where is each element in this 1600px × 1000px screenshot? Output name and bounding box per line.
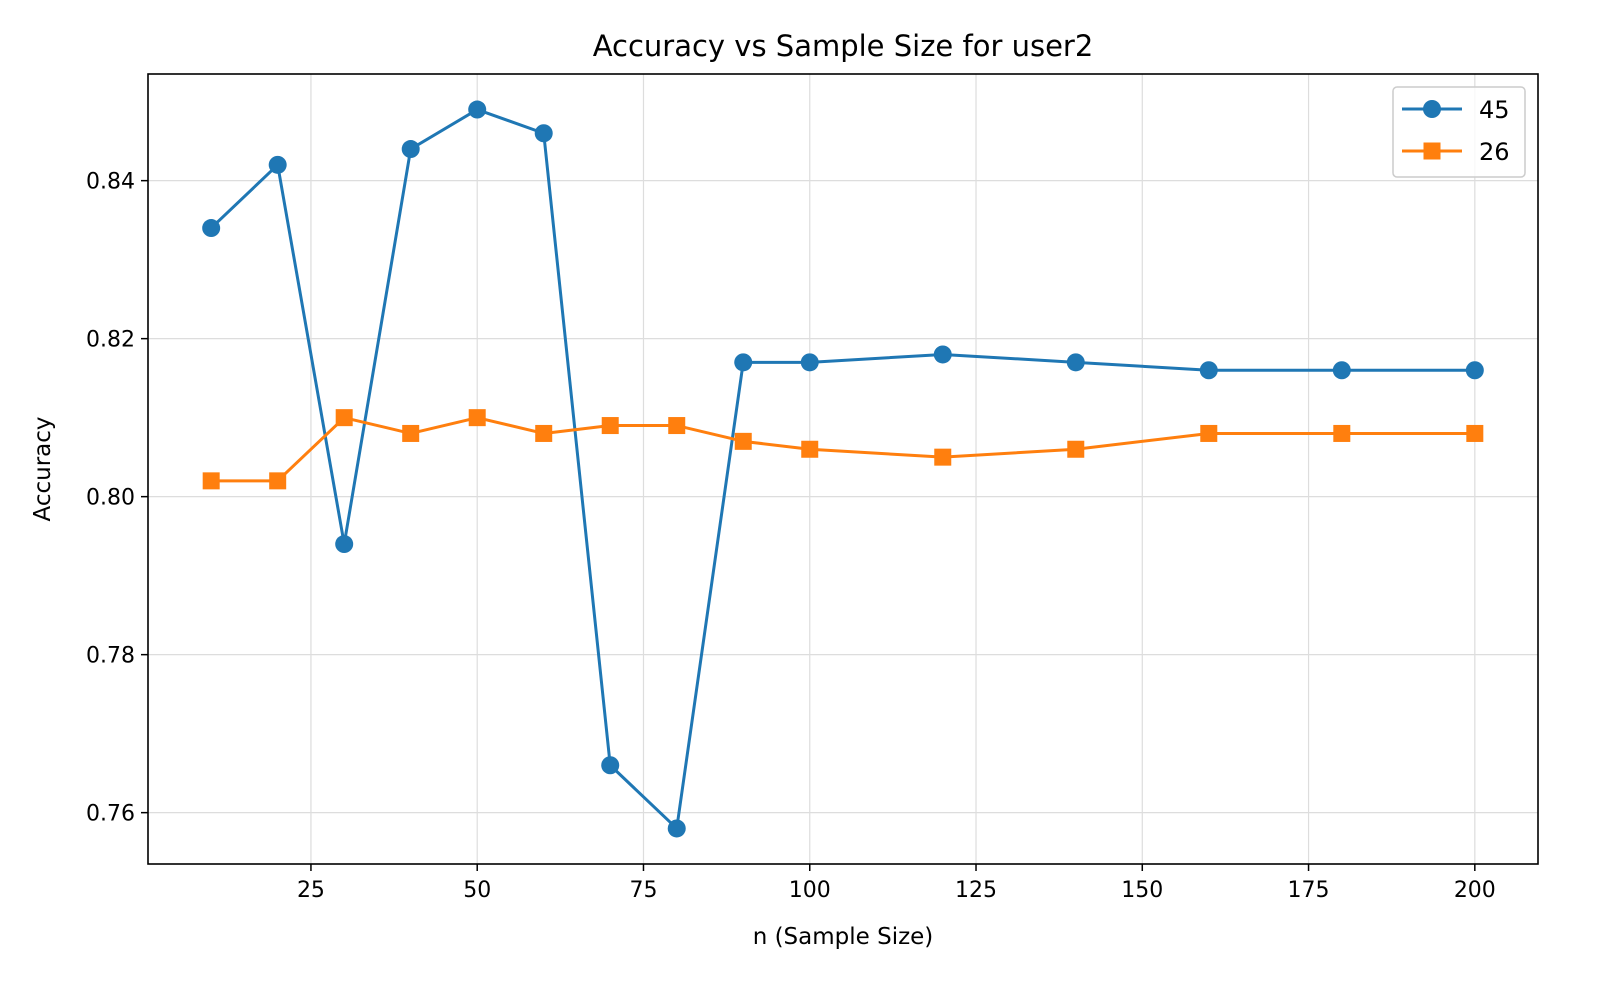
data-point (1067, 440, 1085, 458)
data-point (934, 448, 952, 466)
data-point (800, 353, 819, 372)
data-point (1333, 424, 1351, 442)
data-point (933, 345, 952, 364)
legend: 45 26 (1392, 86, 1526, 178)
data-point (335, 535, 354, 554)
data-point (535, 424, 553, 442)
data-point (734, 353, 753, 372)
data-point (601, 417, 619, 435)
data-point (667, 819, 686, 838)
data-point (1465, 361, 1484, 380)
data-point (202, 472, 220, 490)
x-tick-label: 200 (1454, 878, 1496, 903)
data-point (734, 432, 752, 450)
x-axis-ticks: 25 50 75 100 125 150 175 200 (297, 864, 1496, 903)
data-point (1466, 424, 1484, 442)
x-tick-label: 125 (955, 878, 997, 903)
x-tick-label: 150 (1121, 878, 1163, 903)
y-axis-ticks: 0.76 0.78 0.80 0.82 0.84 (86, 170, 148, 827)
series-26 (202, 409, 1484, 490)
data-point (1332, 361, 1351, 380)
x-tick-label: 75 (629, 878, 657, 903)
legend-item: 26 (1402, 138, 1510, 166)
data-point (468, 409, 486, 427)
y-tick-label: 0.82 (86, 328, 135, 353)
y-tick-label: 0.76 (86, 802, 135, 827)
data-point (401, 140, 420, 159)
x-tick-label: 100 (789, 878, 831, 903)
data-point (1200, 424, 1218, 442)
data-point (1066, 353, 1085, 372)
legend-marker (1423, 100, 1441, 118)
data-point (269, 472, 287, 490)
data-point (801, 440, 819, 458)
legend-item: 45 (1402, 96, 1510, 124)
x-tick-label: 50 (463, 878, 491, 903)
data-point (668, 417, 686, 435)
data-point (268, 155, 287, 174)
data-point (534, 124, 553, 143)
legend-label: 45 (1479, 96, 1510, 124)
y-tick-label: 0.80 (86, 486, 135, 511)
data-point (601, 756, 620, 775)
y-axis-label: Accuracy (30, 416, 56, 521)
plot-area-frame (147, 73, 1539, 865)
data-point (402, 424, 420, 442)
x-axis-label: n (Sample Size) (753, 924, 934, 950)
x-tick-label: 175 (1288, 878, 1330, 903)
x-tick-label: 25 (297, 878, 325, 903)
series-45 (202, 100, 1484, 838)
y-tick-label: 0.78 (86, 644, 135, 669)
data-point (468, 100, 487, 119)
data-point (1199, 361, 1218, 380)
chart-title: Accuracy vs Sample Size for user2 (593, 29, 1094, 63)
series-layer (202, 100, 1484, 838)
y-tick-label: 0.84 (86, 170, 135, 195)
data-point (335, 409, 353, 427)
data-point (202, 219, 221, 238)
legend-items: 45 26 (1402, 96, 1510, 166)
legend-marker (1423, 142, 1441, 160)
legend-label: 26 (1479, 138, 1510, 166)
